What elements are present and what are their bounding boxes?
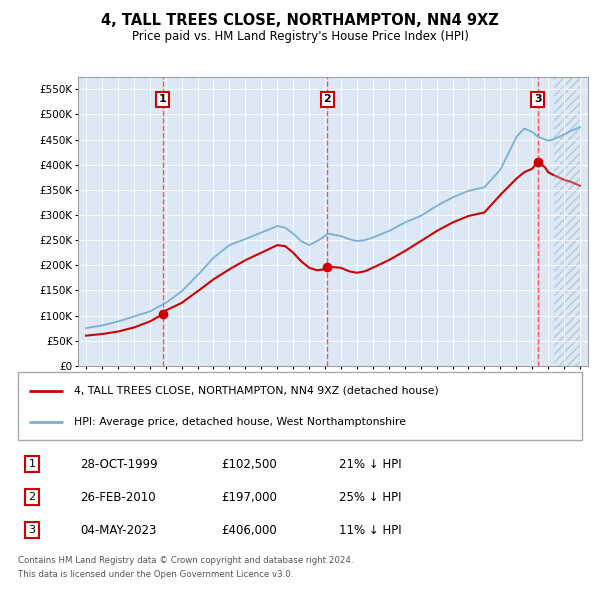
Text: Contains HM Land Registry data © Crown copyright and database right 2024.: Contains HM Land Registry data © Crown c… — [18, 556, 353, 565]
Text: £197,000: £197,000 — [221, 490, 277, 504]
Text: 26-FEB-2010: 26-FEB-2010 — [80, 490, 155, 504]
Text: 25% ↓ HPI: 25% ↓ HPI — [340, 490, 402, 504]
Text: 4, TALL TREES CLOSE, NORTHAMPTON, NN4 9XZ (detached house): 4, TALL TREES CLOSE, NORTHAMPTON, NN4 9X… — [74, 386, 439, 396]
Text: 4, TALL TREES CLOSE, NORTHAMPTON, NN4 9XZ: 4, TALL TREES CLOSE, NORTHAMPTON, NN4 9X… — [101, 13, 499, 28]
Text: 3: 3 — [534, 94, 541, 104]
Text: 1: 1 — [159, 94, 167, 104]
Text: 2: 2 — [323, 94, 331, 104]
Text: 2: 2 — [29, 492, 35, 502]
FancyBboxPatch shape — [18, 372, 582, 440]
Text: 3: 3 — [29, 525, 35, 535]
Text: 1: 1 — [29, 459, 35, 469]
Text: 11% ↓ HPI: 11% ↓ HPI — [340, 523, 402, 537]
Text: HPI: Average price, detached house, West Northamptonshire: HPI: Average price, detached house, West… — [74, 417, 406, 427]
Text: 04-MAY-2023: 04-MAY-2023 — [80, 523, 157, 537]
Text: 21% ↓ HPI: 21% ↓ HPI — [340, 457, 402, 471]
Text: £102,500: £102,500 — [221, 457, 277, 471]
Text: This data is licensed under the Open Government Licence v3.0.: This data is licensed under the Open Gov… — [18, 570, 293, 579]
Text: Price paid vs. HM Land Registry's House Price Index (HPI): Price paid vs. HM Land Registry's House … — [131, 30, 469, 43]
Text: £406,000: £406,000 — [221, 523, 277, 537]
Text: 28-OCT-1999: 28-OCT-1999 — [80, 457, 158, 471]
